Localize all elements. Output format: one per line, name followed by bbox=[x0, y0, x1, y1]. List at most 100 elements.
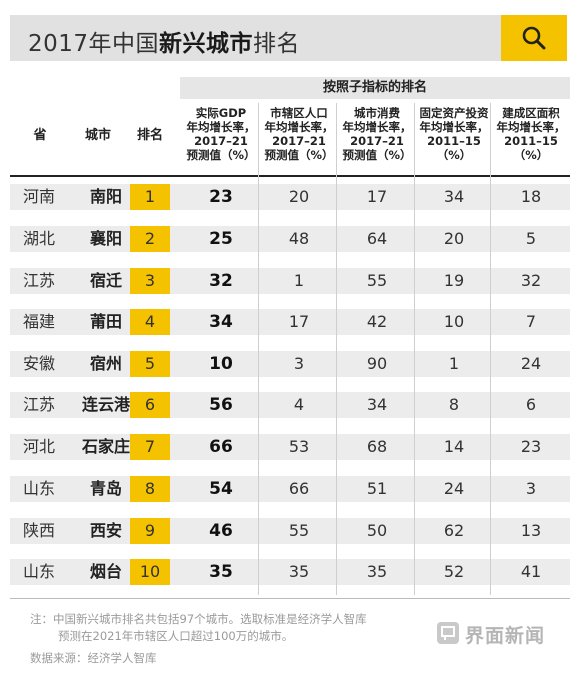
col-header-line: 2017–21 bbox=[194, 134, 248, 148]
row-background bbox=[10, 184, 570, 210]
cell-gdp: 56 bbox=[209, 395, 233, 415]
cell-province: 湖北 bbox=[22, 229, 55, 248]
cell-consumption: 35 bbox=[366, 562, 388, 581]
cell-population: 4 bbox=[293, 395, 305, 414]
table-row: 河北 石家庄 7 66 53 68 14 23 bbox=[10, 434, 570, 460]
header-rule bbox=[10, 175, 570, 177]
cell-investment: 62 bbox=[443, 521, 465, 540]
cell-population: 66 bbox=[288, 479, 310, 498]
table-row: 江苏 宿迁 3 32 1 55 19 32 bbox=[10, 268, 570, 294]
col-header-line: 实际GDP bbox=[195, 106, 247, 120]
title-bold: 新兴城市 bbox=[159, 31, 254, 57]
cell-consumption: 55 bbox=[366, 271, 388, 290]
col-header-line: 年均增长率， bbox=[264, 120, 334, 134]
col-header-line: （%） bbox=[513, 148, 549, 162]
col-header-line: 年均增长率， bbox=[419, 120, 489, 134]
cell-area: 24 bbox=[520, 354, 542, 373]
cell-area: 6 bbox=[525, 395, 537, 414]
row-background bbox=[10, 392, 570, 418]
cell-consumption: 64 bbox=[366, 229, 388, 248]
cell-city: 西安 bbox=[89, 521, 122, 540]
column-divider bbox=[258, 103, 259, 595]
cell-consumption: 17 bbox=[366, 187, 388, 206]
cell-province: 河南 bbox=[22, 187, 55, 206]
cell-gdp: 23 bbox=[209, 187, 233, 207]
column-divider bbox=[490, 103, 491, 595]
row-background bbox=[10, 351, 570, 377]
cell-city: 南阳 bbox=[89, 187, 122, 206]
cell-investment: 1 bbox=[448, 354, 460, 373]
cell-area: 13 bbox=[520, 521, 542, 540]
table-row: 江苏 连云港 6 56 4 34 8 6 bbox=[10, 392, 570, 418]
cell-population: 48 bbox=[288, 229, 310, 248]
page-title: 2017年中国新兴城市排名 bbox=[28, 24, 300, 58]
cell-population: 3 bbox=[293, 354, 305, 373]
cell-rank: 3 bbox=[130, 268, 170, 294]
col-header-line: 预测值（%） bbox=[186, 148, 256, 162]
cell-rank: 4 bbox=[130, 309, 170, 335]
col-header-line: 2017–21 bbox=[272, 134, 326, 148]
cell-investment: 34 bbox=[443, 187, 465, 206]
row-background bbox=[10, 559, 570, 585]
cell-city: 宿迁 bbox=[89, 271, 122, 290]
search-button[interactable] bbox=[501, 15, 567, 61]
cell-consumption: 68 bbox=[366, 437, 388, 456]
cell-consumption: 51 bbox=[366, 479, 388, 498]
table-row: 山东 青岛 8 54 66 51 24 3 bbox=[10, 476, 570, 502]
col-header-line: 建成区面积 bbox=[502, 106, 560, 120]
col-header-line: 年均增长率， bbox=[496, 120, 566, 134]
cell-investment: 24 bbox=[443, 479, 465, 498]
cell-province: 江苏 bbox=[22, 395, 55, 414]
title-suffix: 排名 bbox=[253, 31, 301, 57]
cell-investment: 20 bbox=[443, 229, 465, 248]
cell-province: 福建 bbox=[22, 312, 55, 331]
cell-population: 20 bbox=[288, 187, 310, 206]
table-row: 山东 烟台 10 35 35 35 52 41 bbox=[10, 559, 570, 585]
header-bar: 2017年中国新兴城市排名 bbox=[10, 15, 567, 61]
table-row: 安徽 宿州 5 10 3 90 1 24 bbox=[10, 351, 570, 377]
col-header-line: 预测值（%） bbox=[264, 148, 334, 162]
cell-city: 连云港 bbox=[81, 395, 130, 414]
col-header-line: 市辖区人口 bbox=[270, 106, 328, 120]
col-header-province: 省 bbox=[33, 128, 47, 143]
cell-province: 河北 bbox=[22, 437, 55, 456]
row-background bbox=[10, 518, 570, 544]
cell-city: 莆田 bbox=[89, 312, 122, 331]
note-line-1: 注：中国新兴城市排名共包括97个城市。选取标准是经济学人智库 bbox=[30, 612, 367, 626]
col-header-line: 固定资产投资 bbox=[419, 106, 489, 120]
cell-rank: 9 bbox=[130, 518, 170, 544]
col-header-line: 预测值（%） bbox=[342, 148, 412, 162]
cell-investment: 52 bbox=[443, 562, 465, 581]
row-background bbox=[10, 226, 570, 252]
col-header-line: 年均增长率， bbox=[342, 120, 412, 134]
table-row: 陕西 西安 9 46 55 50 62 13 bbox=[10, 518, 570, 544]
cell-province: 安徽 bbox=[22, 354, 55, 373]
cell-consumption: 90 bbox=[366, 354, 388, 373]
cell-rank: 1 bbox=[130, 184, 170, 210]
cell-city: 烟台 bbox=[89, 562, 122, 581]
cell-city: 宿州 bbox=[89, 354, 122, 373]
source-note: 数据来源：经济学人智库 bbox=[30, 651, 157, 665]
footer-rule bbox=[10, 598, 570, 599]
cell-city: 石家庄 bbox=[81, 437, 130, 456]
col-header-line: 2017–21 bbox=[350, 134, 404, 148]
cell-investment: 10 bbox=[443, 312, 465, 331]
cell-population: 17 bbox=[288, 312, 310, 331]
cell-gdp: 35 bbox=[209, 562, 233, 582]
col-header-city: 城市 bbox=[84, 128, 111, 143]
table-row: 福建 莆田 4 34 17 42 10 7 bbox=[10, 309, 570, 335]
logo-glyph-icon bbox=[441, 626, 455, 640]
cell-consumption: 50 bbox=[366, 521, 388, 540]
cell-consumption: 42 bbox=[366, 312, 388, 331]
cell-gdp: 34 bbox=[209, 312, 233, 332]
cell-province: 山东 bbox=[22, 562, 55, 581]
logo: 界面新闻 bbox=[437, 621, 572, 647]
col-header-line: 城市消费 bbox=[354, 106, 400, 120]
col-header-area: 建成区面积 年均增长率， 2011–15 （%） bbox=[492, 106, 570, 162]
cell-rank: 5 bbox=[130, 351, 170, 377]
col-header-gdp: 实际GDP 年均增长率， 2017–21 预测值（%） bbox=[182, 106, 260, 162]
cell-gdp: 46 bbox=[209, 521, 233, 541]
col-header-line: 年均增长率， bbox=[186, 120, 256, 134]
col-header-pop: 市辖区人口 年均增长率， 2017–21 预测值（%） bbox=[260, 106, 338, 162]
search-icon bbox=[522, 26, 546, 50]
